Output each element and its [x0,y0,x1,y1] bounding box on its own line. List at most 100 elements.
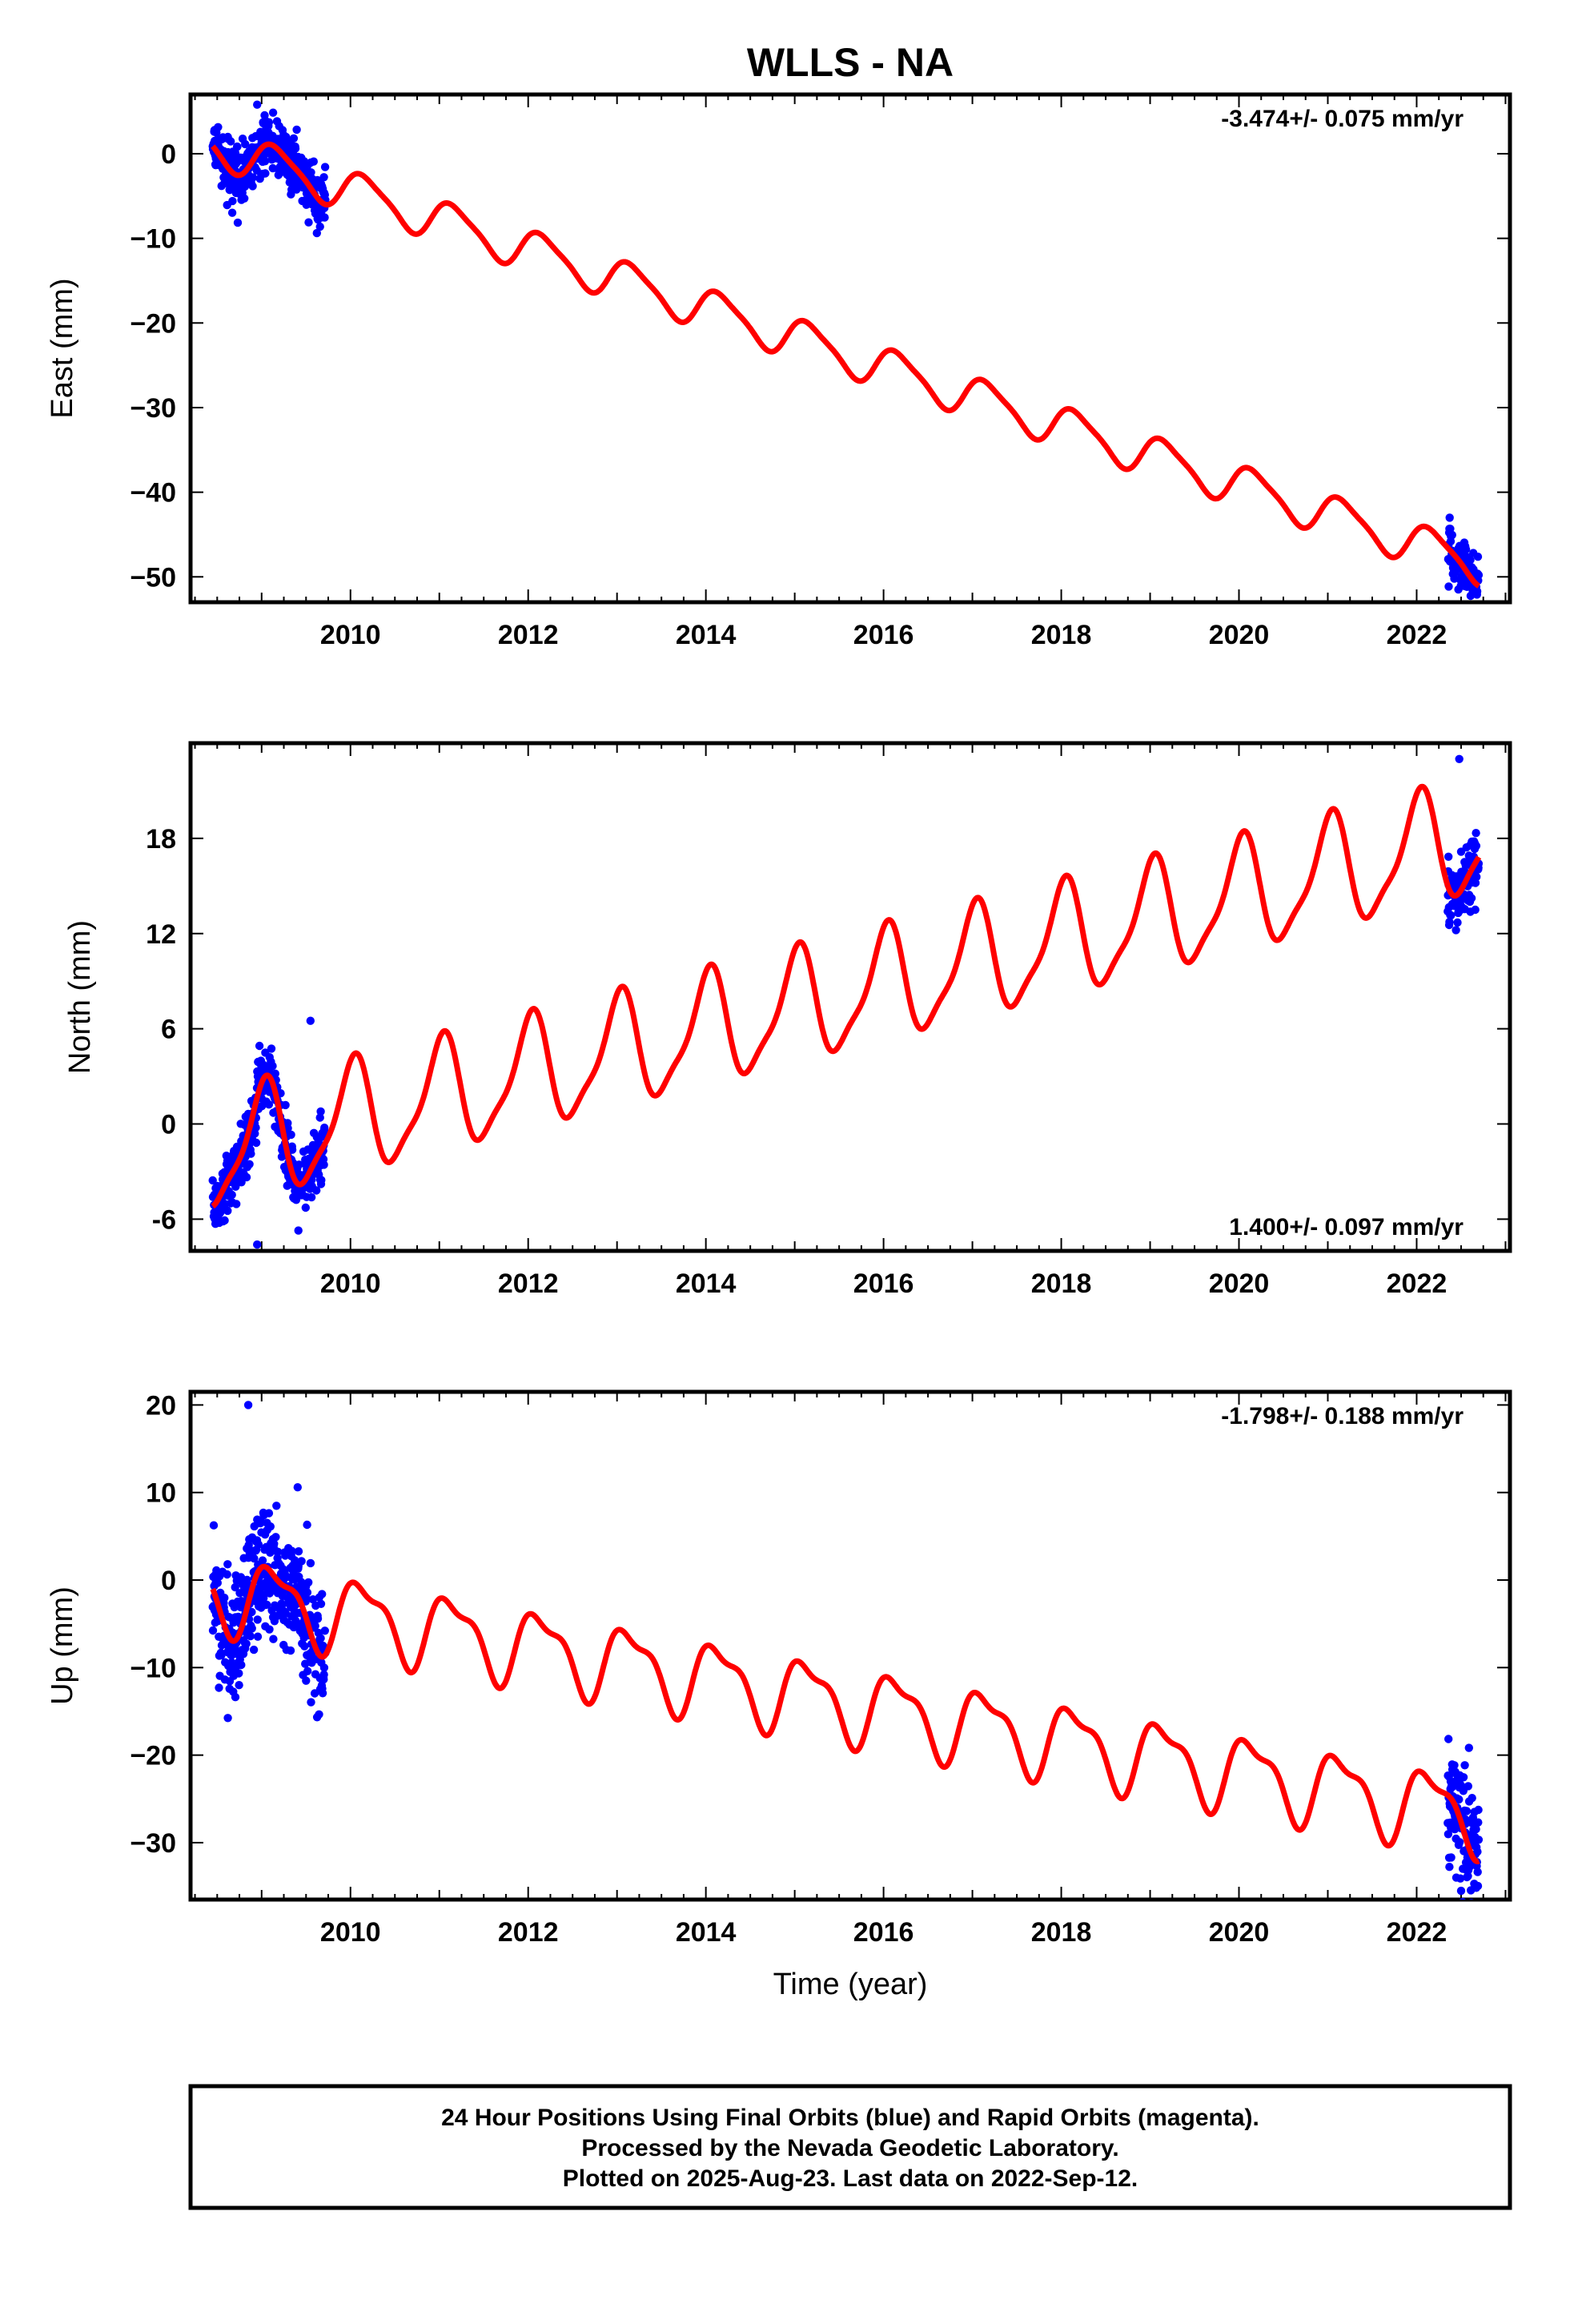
north-x-tick-label: 2018 [1031,1269,1092,1299]
up-data-point [271,1533,280,1542]
up-data-point [249,1645,259,1655]
up-data-point [253,1632,263,1641]
east-data-point [1447,530,1457,540]
east-panel: 2010 2012 2014 2016 2018 2020 2022 0 −10 −20 −30 −4… [46,92,1512,650]
up-data-point [223,1570,231,1579]
east-data-point [233,143,242,151]
x-axis-label: Time (year) [773,1968,928,2001]
north-x-tick-label: 2022 [1387,1269,1447,1299]
east-x-tick-label: 2016 [853,620,914,650]
up-data-point [278,1600,287,1610]
north-data-point [301,1203,310,1212]
up-data-point [303,1667,312,1675]
east-data-point [214,123,223,131]
up-data-point [1474,1818,1483,1827]
up-data-point [220,1594,229,1602]
east-data-point [1444,582,1453,591]
up-y-tick-label: 10 [146,1478,176,1509]
up-data-point [270,1539,279,1549]
north-data-point [1453,918,1462,927]
up-data-point [1456,1838,1464,1847]
up-data-point [209,1521,219,1530]
footer-box: 24 Hour Positions Using Final Orbits (bl… [188,2084,1512,2210]
up-data-point [237,1660,246,1670]
up-y-tick-label: 20 [146,1390,176,1421]
east-y-tick-label: −10 [130,224,176,255]
up-x-tick-label: 2010 [320,1917,381,1948]
east-y-tick-label: −30 [130,393,176,424]
north-data-point [1444,852,1453,862]
north-data-point [245,1160,254,1169]
east-data-point [1466,556,1475,565]
up-x-tick-label: 2012 [498,1917,559,1948]
north-data-point [264,1100,274,1109]
up-data-point [1474,1805,1483,1815]
up-data-point [316,1634,325,1642]
up-data-point [1445,1863,1454,1872]
east-data-point [1461,545,1471,554]
north-data-point [306,1016,315,1025]
up-data-point [319,1663,329,1672]
up-data-point [259,1594,268,1602]
north-data-point [1445,918,1454,927]
north-x-tick-label: 2014 [676,1269,737,1299]
figure-title: WLLS - NA [747,40,954,85]
up-data-point [318,1590,327,1598]
up-data-point [1464,1872,1472,1880]
up-data-point [294,1547,303,1556]
north-data-point [253,1240,262,1249]
up-data-point [303,1588,312,1597]
up-data-point [258,1556,267,1565]
north-data-point [1471,905,1480,915]
up-data-point [1464,1743,1474,1752]
up-data-point [302,1676,311,1685]
up-data-point [208,1626,218,1635]
east-data-point [315,222,324,231]
north-x-tick-label: 2020 [1209,1269,1270,1299]
north-data-point [208,1176,217,1185]
north-data-point [220,1216,229,1225]
up-plot-frame [188,1389,1512,1902]
east-data-point [264,118,274,127]
east-data-point [304,218,313,227]
east-x-tick-label: 2012 [498,620,559,650]
north-data-point [307,1192,316,1202]
north-data-point [247,1149,255,1158]
north-data-point [255,1041,264,1051]
east-x-tick-label: 2020 [1209,620,1270,650]
north-data-point [251,1123,260,1132]
up-data-point [318,1689,327,1698]
east-y-tick-label: 0 [161,139,176,170]
east-x-tick-label: 2022 [1387,620,1447,650]
up-velocity-label: -1.798+/- 0.188 mm/yr [1221,1403,1464,1429]
up-data-point [235,1669,243,1678]
up-data-point [250,1554,259,1563]
footer-line-1: 24 Hour Positions Using Final Orbits (bl… [441,2105,1259,2131]
north-data-point [232,1200,241,1208]
up-x-tick-label: 2016 [853,1917,914,1948]
up-data-point [1456,1874,1465,1883]
east-data-point [291,144,300,153]
east-data-point [227,208,237,217]
north-y-tick-label: 18 [146,824,176,854]
up-data-point [247,1624,256,1633]
east-y-axis-label: East (mm) [46,278,79,418]
up-data-point [1472,1824,1480,1834]
east-data-point [289,134,299,143]
north-y-tick-label: 12 [146,919,176,950]
up-data-point [265,1625,274,1634]
north-data-point [317,1176,326,1184]
up-data-point [286,1646,295,1655]
north-data-point [294,1226,303,1235]
north-data-point [319,1160,328,1169]
north-data-point [1472,872,1481,882]
east-data-point [261,169,270,178]
footer-line-3: Plotted on 2025-Aug-23. Last data on 202… [563,2165,1138,2192]
north-x-tick-label: 2012 [498,1269,559,1299]
up-data-point [231,1693,240,1702]
north-velocity-label: 1.400+/- 0.097 mm/yr [1229,1214,1464,1240]
east-velocity-label: -3.474+/- 0.075 mm/yr [1221,106,1464,132]
east-data-point [320,163,330,171]
north-data-point [1455,754,1464,763]
up-data-point [231,1582,239,1592]
